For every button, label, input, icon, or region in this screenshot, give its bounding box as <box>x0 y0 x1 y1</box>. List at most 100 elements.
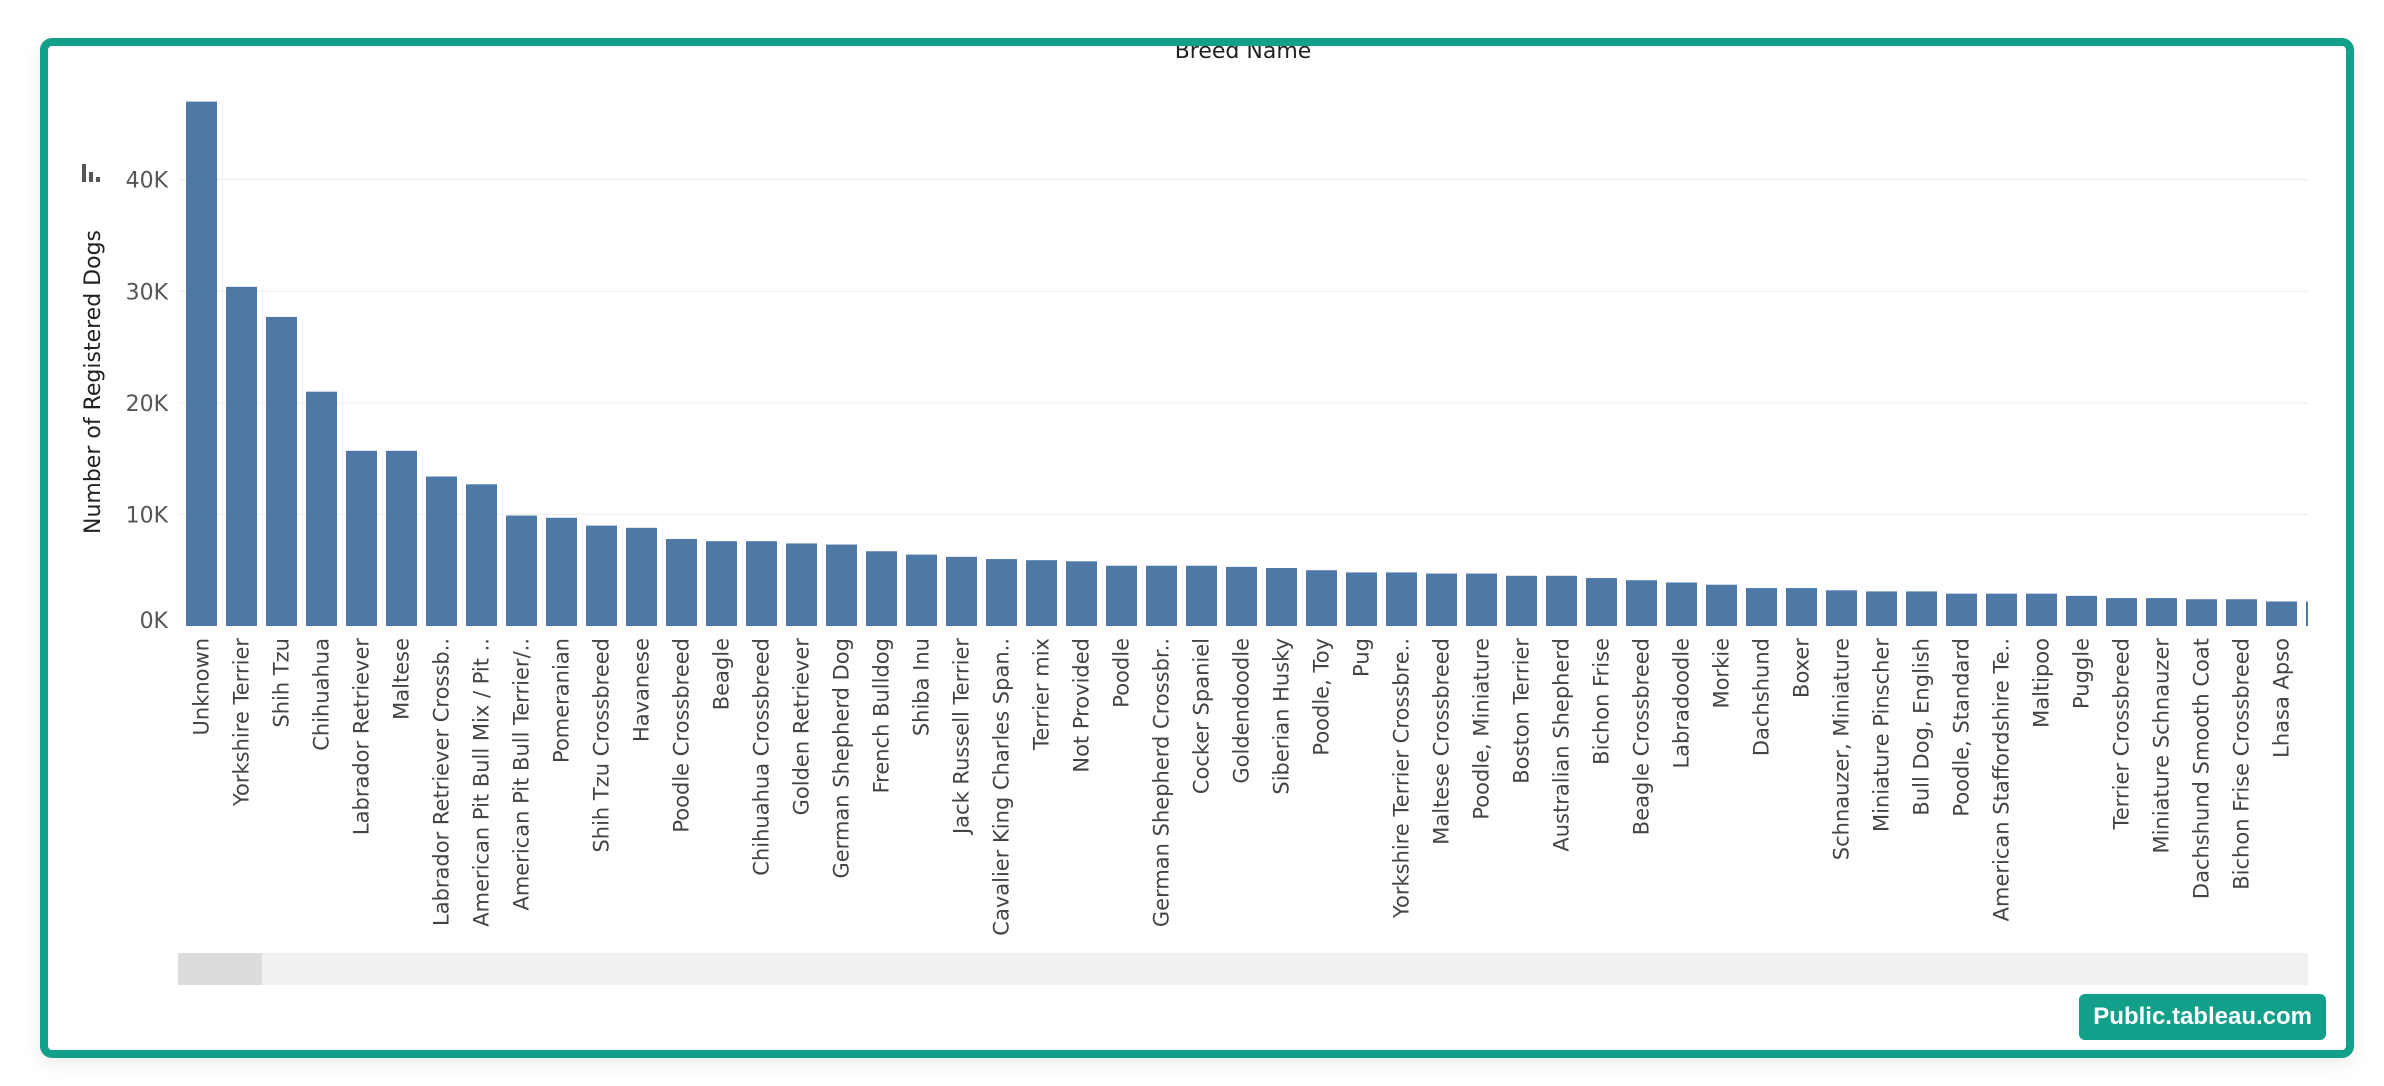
bar[interactable] <box>1066 561 1097 626</box>
bar[interactable] <box>1866 591 1897 626</box>
bar[interactable] <box>1186 565 1217 626</box>
bar[interactable] <box>346 450 377 626</box>
scrollbar-thumb[interactable] <box>178 953 262 985</box>
bar[interactable] <box>1666 582 1697 626</box>
bar[interactable] <box>2266 601 2297 626</box>
tableau-public-badge[interactable]: Public.tableau.com <box>2079 994 2326 1040</box>
bar[interactable] <box>1466 573 1497 626</box>
x-tick-label: Beagle <box>710 638 734 710</box>
bar[interactable] <box>626 527 657 626</box>
x-tick-label: Maltese <box>390 638 414 720</box>
bar[interactable] <box>946 556 977 626</box>
bar-chart: Breed Name 0K 10K 20K 30K 40K Number of Regi… <box>81 46 2308 985</box>
bar[interactable] <box>426 476 457 626</box>
chart-title: Breed Name <box>1175 46 1312 64</box>
bar[interactable] <box>386 450 417 626</box>
bar[interactable] <box>1506 575 1537 626</box>
bar[interactable] <box>2106 598 2137 626</box>
bar[interactable] <box>1346 572 1377 626</box>
x-tick-label: Siberian Husky <box>1270 638 1294 795</box>
x-tick-label: Poodle, Miniature <box>1470 638 1494 820</box>
x-tick-label: German Shepherd Crossbr.. <box>1150 638 1174 927</box>
y-axis-ticks: 0K 10K 20K 30K 40K <box>126 169 169 634</box>
x-tick-label: Labrador Retriever Crossb.. <box>430 638 454 926</box>
bar[interactable] <box>306 391 337 626</box>
x-tick-label: French Bulldog <box>870 638 894 793</box>
x-tick-label: Not Provided <box>1070 638 1094 773</box>
bar[interactable] <box>986 559 1017 626</box>
x-tick-label: Maltipoo <box>2030 638 2054 728</box>
x-axis-labels: Unknown Yorkshire Terrier Shih Tzu Chihuahu… <box>190 638 2294 936</box>
bar[interactable] <box>466 484 497 626</box>
bar[interactable] <box>506 515 537 626</box>
bar[interactable] <box>786 543 817 626</box>
x-tick-label: Shih Tzu <box>270 638 294 728</box>
bar[interactable] <box>1986 593 2017 626</box>
bar[interactable] <box>746 541 777 626</box>
y-axis-title: Number of Registered Dogs <box>81 230 106 534</box>
x-tick-label: Schnauzer, Miniature <box>1830 638 1854 860</box>
bar[interactable] <box>1226 566 1257 626</box>
x-tick-label: Poodle Crossbreed <box>670 638 694 833</box>
x-tick-label: Bichon Frise <box>1590 638 1614 765</box>
bar[interactable] <box>666 538 697 626</box>
bar[interactable] <box>266 316 297 626</box>
x-tick-label: Terrier Crossbreed <box>2110 638 2134 830</box>
x-tick-label: Shih Tzu Crossbreed <box>590 638 614 853</box>
x-tick-label: Pug <box>1350 638 1374 677</box>
x-tick-label: Bichon Frise Crossbreed <box>2230 638 2254 890</box>
bar[interactable] <box>1386 572 1417 626</box>
x-tick-label: Beagle Crossbreed <box>1630 638 1654 835</box>
bar-partial[interactable] <box>2306 601 2308 626</box>
bar[interactable] <box>1266 567 1297 626</box>
x-tick-label: Golden Retriever <box>790 638 814 816</box>
bar[interactable] <box>2026 593 2057 626</box>
bar[interactable] <box>1546 575 1577 626</box>
bar[interactable] <box>1906 591 1937 626</box>
y-tick-label: 20K <box>126 392 169 417</box>
x-tick-label: Cocker Spaniel <box>1190 638 1214 794</box>
x-tick-label: Dachshund Smooth Coat <box>2190 638 2214 899</box>
bar[interactable] <box>1786 588 1817 626</box>
y-tick-label: 10K <box>126 503 169 528</box>
bar[interactable] <box>1946 593 1977 626</box>
bar[interactable] <box>1746 588 1777 626</box>
y-axis-icon[interactable] <box>82 164 100 182</box>
bar[interactable] <box>1826 590 1857 626</box>
bars <box>186 101 2308 626</box>
bar[interactable] <box>2226 599 2257 626</box>
scrollbar-track[interactable] <box>178 953 2308 985</box>
bar[interactable] <box>1146 565 1177 626</box>
x-tick-label: Boxer <box>1790 638 1814 698</box>
bar[interactable] <box>586 525 617 626</box>
x-tick-label: American Staffordshire Te.. <box>1990 638 2014 921</box>
bar[interactable] <box>1586 578 1617 626</box>
x-tick-label: German Shepherd Dog <box>830 638 854 879</box>
bar[interactable] <box>2186 599 2217 626</box>
x-tick-label: Chihuahua Crossbreed <box>750 638 774 876</box>
x-tick-label: Morkie <box>1710 638 1734 709</box>
bar[interactable] <box>226 286 257 626</box>
x-tick-label: Cavalier King Charles Span.. <box>990 638 1014 936</box>
bar[interactable] <box>1106 565 1137 626</box>
bar[interactable] <box>1426 573 1457 626</box>
bar[interactable] <box>546 517 577 626</box>
bar[interactable] <box>866 551 897 626</box>
x-tick-label: Labrador Retriever <box>350 638 374 835</box>
horizontal-scrollbar[interactable] <box>178 953 2308 985</box>
x-tick-label: Boston Terrier <box>1510 638 1534 784</box>
bar[interactable] <box>826 544 857 626</box>
x-tick-label: Dachshund <box>1750 638 1774 756</box>
bar[interactable] <box>1306 570 1337 626</box>
bar[interactable] <box>1026 560 1057 626</box>
bar[interactable] <box>2066 595 2097 626</box>
bar[interactable] <box>2146 598 2177 626</box>
bar[interactable] <box>906 554 937 626</box>
x-tick-label: American Pit Bull Mix / Pit .. <box>470 638 494 927</box>
y-tick-label: 30K <box>126 280 169 305</box>
bar[interactable] <box>1706 584 1737 626</box>
bar[interactable] <box>1626 580 1657 626</box>
bar[interactable] <box>186 101 217 626</box>
x-tick-label: Terrier mix <box>1030 638 1054 751</box>
bar[interactable] <box>706 541 737 626</box>
